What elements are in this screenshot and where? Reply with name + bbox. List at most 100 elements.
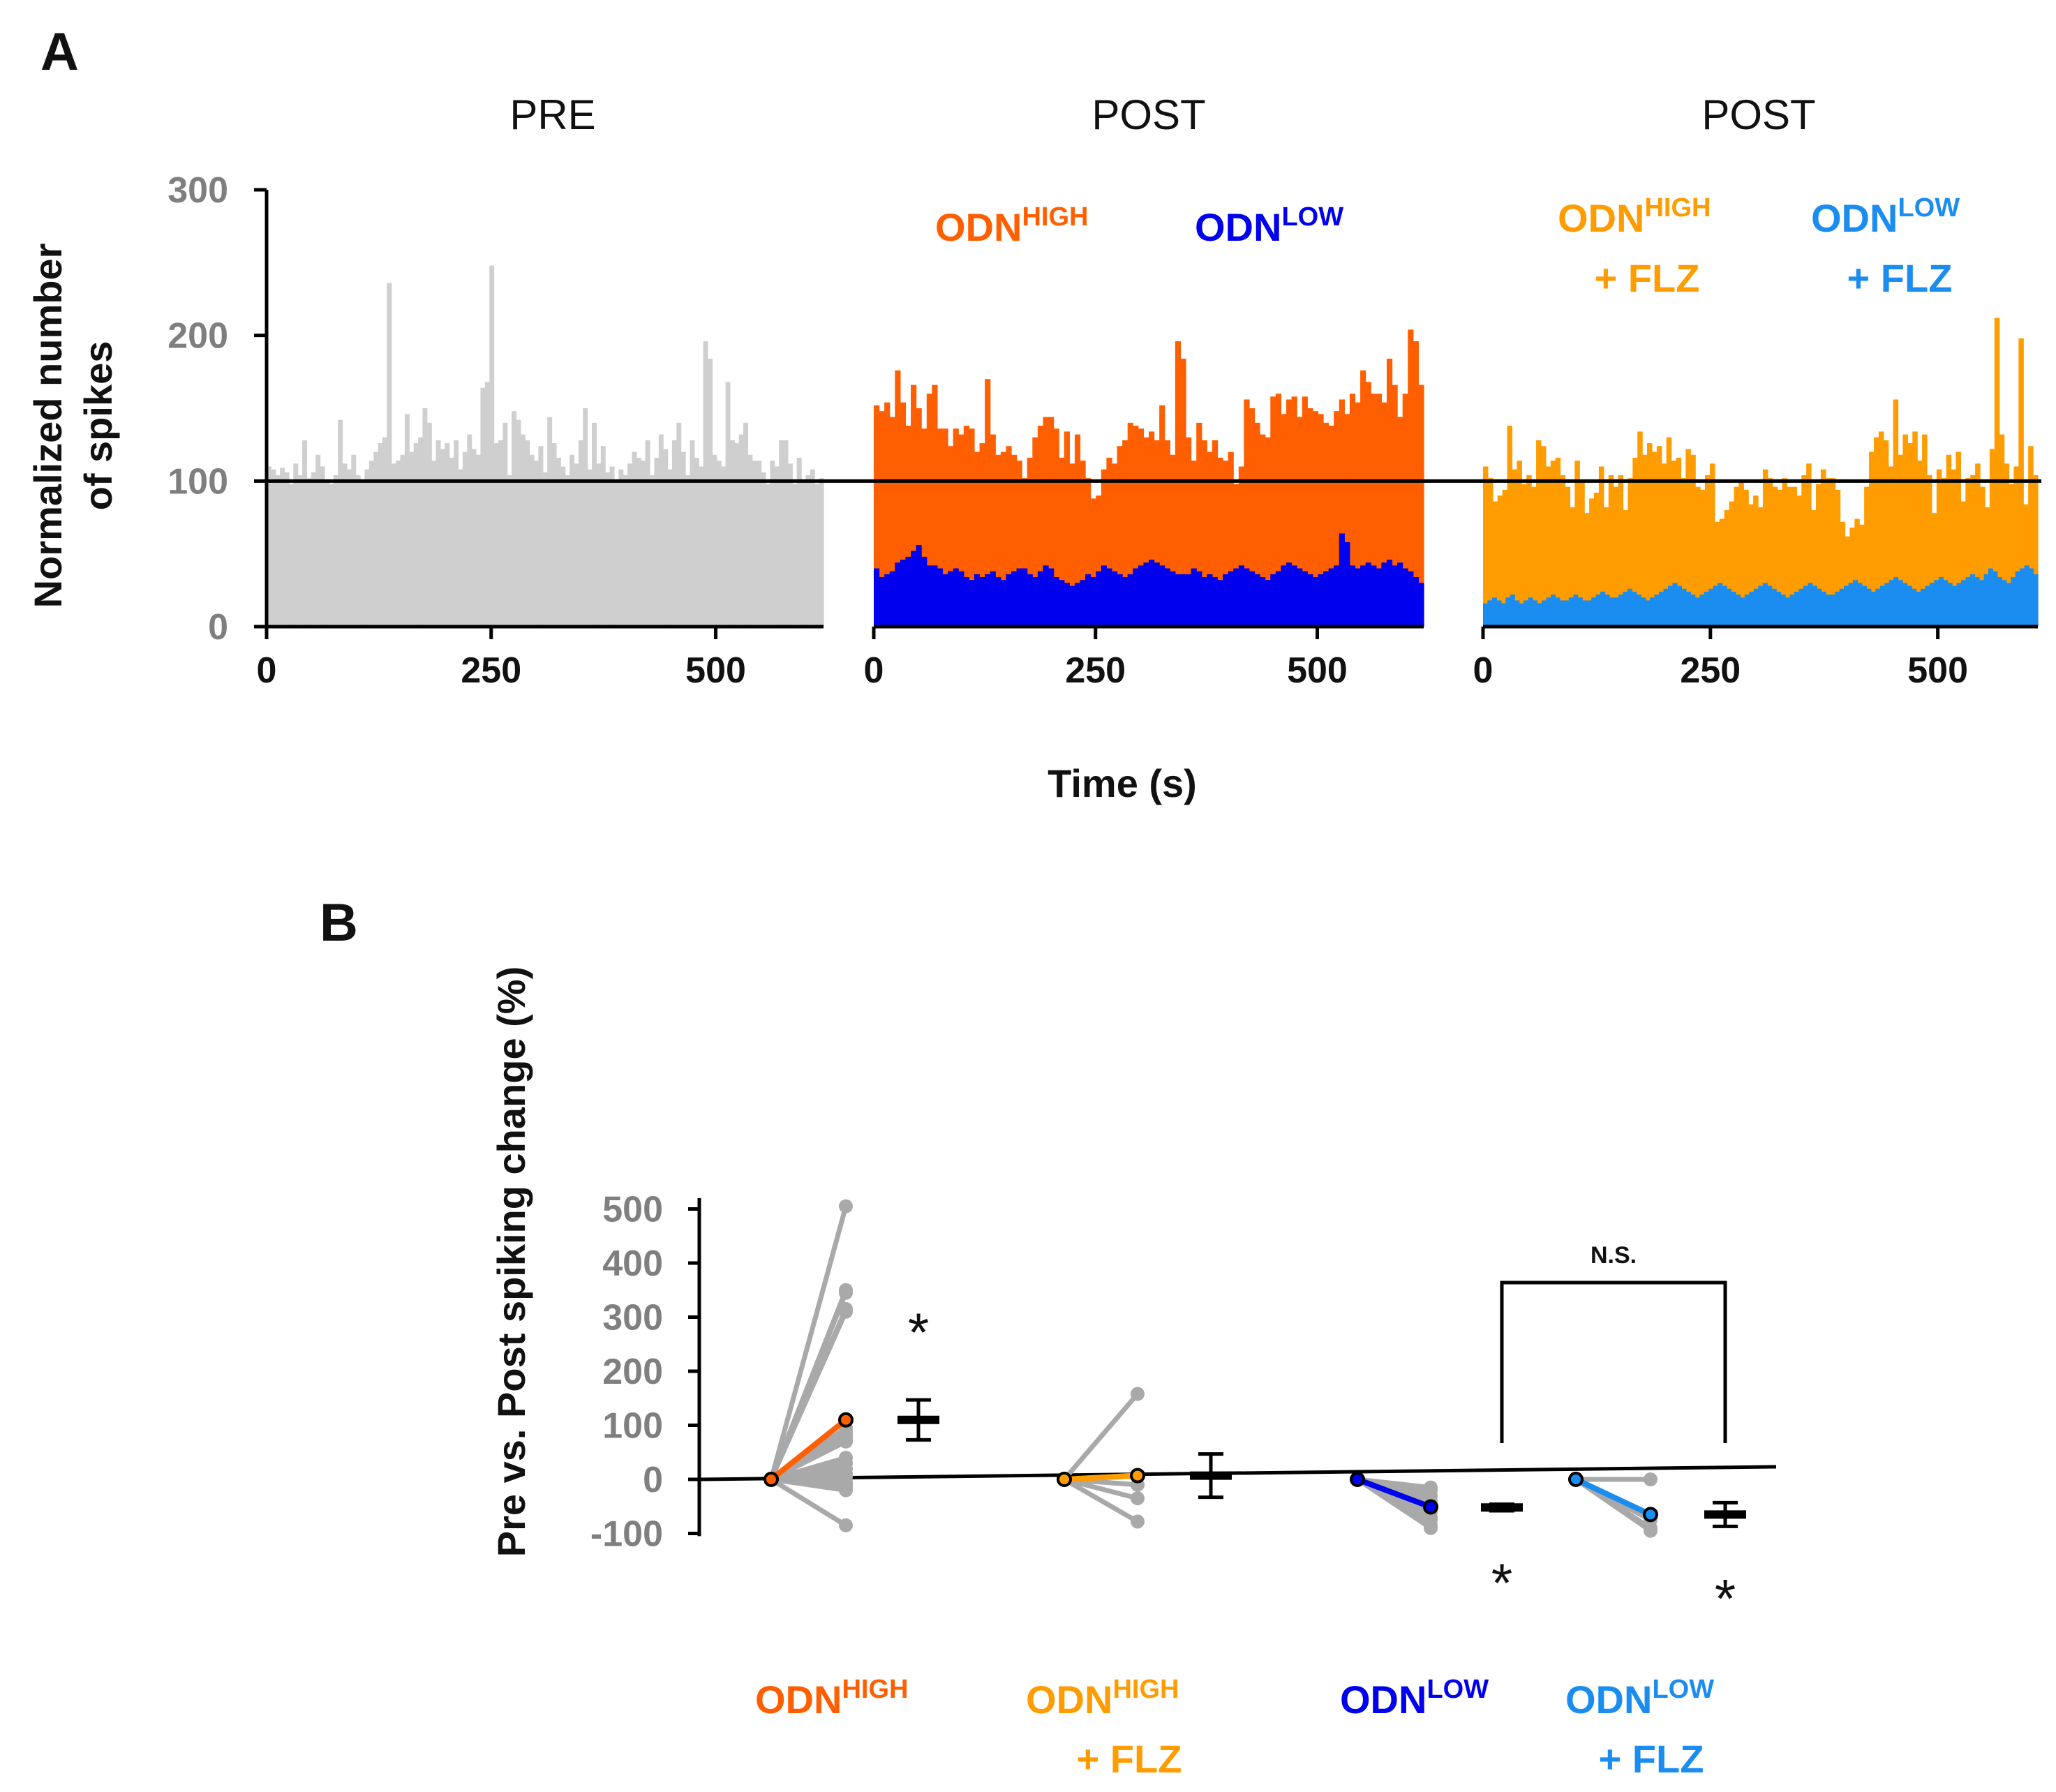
bar-pre-0-30 [400,454,405,627]
series-post-flz-0 [1483,318,2039,627]
bar-post-flz-1-105 [1956,583,1962,627]
bar-post-odn-0-75 [1270,396,1276,627]
bar-post-odn-1-93 [1365,562,1371,627]
bar-post-odn-1-9 [921,556,928,627]
bar-post-flz-0-21 [1584,513,1590,627]
bar-post-flz-0-64 [1791,486,1797,627]
legend-odn-high-base: ODN [935,205,1022,249]
example-post-point-odn-high [838,1412,854,1428]
bar-post-flz-0-58 [1762,469,1768,627]
bar-post-flz-0-108 [2004,463,2010,627]
bar-post-flz-1-77 [1830,595,1835,627]
bar-post-odn-0-39 [1080,461,1086,627]
bar-post-flz-1-33 [1632,591,1637,627]
bar-post-flz-0-70 [1820,469,1826,627]
bar-post-flz-1-3 [1496,600,1502,627]
bar-post-odn-1-47 [1122,577,1128,627]
paired-point-odn-high-0 [839,1199,853,1214]
bar-post-flz-0-102 [1975,463,1981,627]
bar-post-flz-0-86 [1898,454,1904,627]
bar-post-odn-0-68 [1233,484,1239,627]
bar-post-flz-0-88 [1907,443,1913,627]
bar-post-flz-0-98 [1956,451,1961,627]
bar-post-odn-1-67 [1228,571,1234,627]
bar-pre-0-47 [476,454,482,627]
bar-post-flz-0-52 [1734,486,1739,627]
bar-post-odn-0-8 [916,408,922,627]
bar-pre-0-56 [516,419,521,627]
bar-post-flz-0-46 [1705,475,1711,627]
bar-post-flz-1-11 [1533,600,1538,627]
bar-post-flz-1-58 [1744,595,1750,627]
bar-pre-0-87 [654,457,660,627]
bar-post-odn-0-49 [1133,426,1139,627]
bar-pre-0-23 [368,461,374,627]
bar-post-flz-0-11 [1536,440,1542,627]
bar-pre-0-41 [449,457,454,627]
bar-post-odn-1-0 [874,568,880,627]
bar-post-odn-1-10 [926,565,932,627]
group-label-odn-low-base: ODN [1340,1678,1426,1722]
bar-post-odn-1-38 [1074,583,1081,627]
bar-post-flz-1-34 [1636,595,1641,627]
bar-post-flz-0-0 [1483,466,1489,627]
bar-post-flz-0-72 [1830,478,1836,627]
panel-b-letter: B [320,893,358,953]
bar-post-flz-1-60 [1753,588,1759,627]
paired-point-odn-low-flz-0 [1644,1472,1658,1486]
example-line-odn-high-flz [1064,1472,1138,1482]
bar-post-flz-0-28 [1618,475,1624,627]
bar-post-odn-1-8 [916,545,922,627]
bar-pre-0-61 [538,446,544,627]
bar-post-odn-1-58 [1180,574,1186,627]
legend-odn-high-flz-line2: + FLZ [1595,256,1700,300]
bar-pre-0-118 [792,484,798,627]
bar-pre-0-106 [738,434,744,627]
bar-post-flz-0-24 [1598,466,1604,627]
bar-post-flz-1-45 [1685,591,1691,627]
bar-post-odn-1-91 [1355,568,1361,627]
bar-post-odn-0-48 [1127,422,1133,627]
bar-post-odn-1-51 [1143,562,1149,627]
bar-pre-0-2 [275,475,281,627]
bar-pre-0-53 [502,422,508,627]
bar-post-flz-0-40 [1676,457,1682,627]
y-tick-label-b-3: 200 [602,1352,663,1392]
y-tick-label-b-0: -100 [590,1514,663,1555]
bar-post-odn-0-98 [1392,384,1398,627]
example-post-point-odn-high-flz [1130,1468,1145,1484]
bar-post-flz-1-66 [1780,595,1786,627]
bar-pre-0-35 [422,408,428,627]
bar-post-odn-1-21 [985,574,991,627]
bar-post-odn-1-56 [1170,571,1176,627]
bar-pre-0-4 [284,472,290,627]
bar-post-odn-0-85 [1323,422,1329,627]
bar-post-odn-0-42 [1096,495,1102,627]
bar-post-odn-0-41 [1090,498,1096,627]
paired-line-odn-high-19 [768,1477,849,1493]
bar-post-flz-0-29 [1623,510,1628,627]
bar-pre-0-19 [351,454,357,627]
example-post-point-odn-low [1423,1499,1438,1515]
bar-pre-0-110 [757,461,762,627]
bar-post-odn-0-66 [1223,461,1229,627]
bar-pre-0-83 [636,457,641,627]
bar-post-flz-0-27 [1613,486,1619,627]
y-tick-label-b-5: 400 [602,1244,663,1284]
bar-pre-0-102 [721,466,727,627]
bar-post-odn-0-100 [1402,394,1408,627]
bar-post-flz-0-103 [1980,486,1986,627]
group-label-odn-high: ODNHIGH [755,1675,908,1722]
bar-post-flz-0-82 [1878,431,1884,627]
legend-odn-low-flz-base: ODN [1811,196,1898,240]
group-label-odn-low-flz-sup: LOW [1652,1675,1714,1704]
bar-pre-0-71 [583,408,588,627]
bar-post-flz-1-35 [1641,597,1646,627]
bar-post-flz-1-44 [1681,588,1687,627]
bar-pre-0-65 [556,457,561,627]
bar-post-flz-1-94 [1907,585,1912,627]
group-label-odn-high-flz-base: ODN [1026,1678,1112,1722]
bar-post-odn-1-13 [942,574,948,627]
bar-post-flz-0-113 [2028,446,2034,627]
bar-post-odn-0-29 [1027,457,1033,627]
